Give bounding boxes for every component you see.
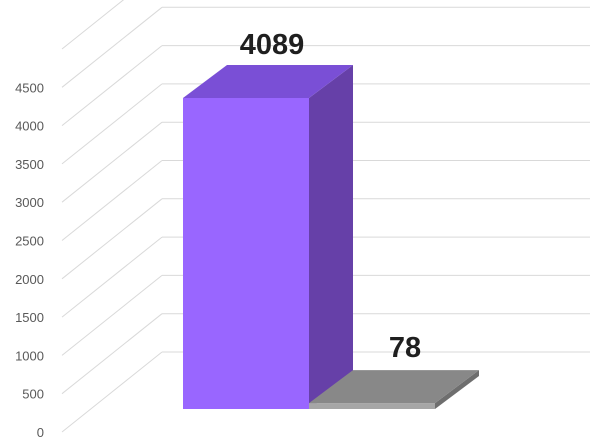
bar-top-face — [309, 370, 479, 404]
gridline-wall-2500 — [61, 160, 163, 241]
gridline-wall-2000 — [61, 198, 163, 280]
gridline-wall-0 — [61, 351, 163, 433]
y-tick-label: 2000 — [15, 272, 44, 287]
y-tick-label: 0 — [37, 425, 44, 440]
data-label-1: 78 — [389, 332, 421, 364]
gridline-wall-3500 — [61, 83, 163, 165]
y-tick-label: 3000 — [15, 195, 44, 210]
data-labels: 4089 78 — [240, 29, 421, 364]
y-tick-label: 2500 — [15, 234, 44, 249]
gridline-wall-1000 — [61, 275, 163, 356]
bar-front-face — [183, 98, 309, 409]
bar-side-face — [435, 370, 479, 409]
y-tick-label: 500 — [22, 387, 44, 402]
bar-side-face — [309, 65, 353, 409]
y-tick-label: 1500 — [15, 310, 44, 325]
data-label-0: 4089 — [240, 29, 305, 61]
bar-front-face — [309, 403, 435, 409]
gridline-wall-3000 — [61, 121, 163, 203]
y-tick-label: 4500 — [15, 80, 44, 95]
bar-0 — [183, 65, 353, 409]
gridline-wall-1500 — [61, 236, 163, 318]
y-tick-label: 4000 — [15, 119, 44, 134]
bar-1 — [309, 370, 479, 409]
y-tick-label: 1000 — [15, 348, 44, 363]
gridline-wall-4000 — [61, 45, 163, 126]
bars — [183, 65, 479, 409]
bar-top-face — [183, 65, 353, 98]
y-tick-label: 3500 — [15, 157, 44, 172]
y-axis: 0 500 1000 1500 2000 2500 3000 3500 4000 4500 — [15, 80, 44, 440]
gridline-wall-500 — [61, 313, 163, 395]
gridline-wall-4500 — [61, 6, 163, 88]
gridline-wall-top — [61, 0, 125, 50]
